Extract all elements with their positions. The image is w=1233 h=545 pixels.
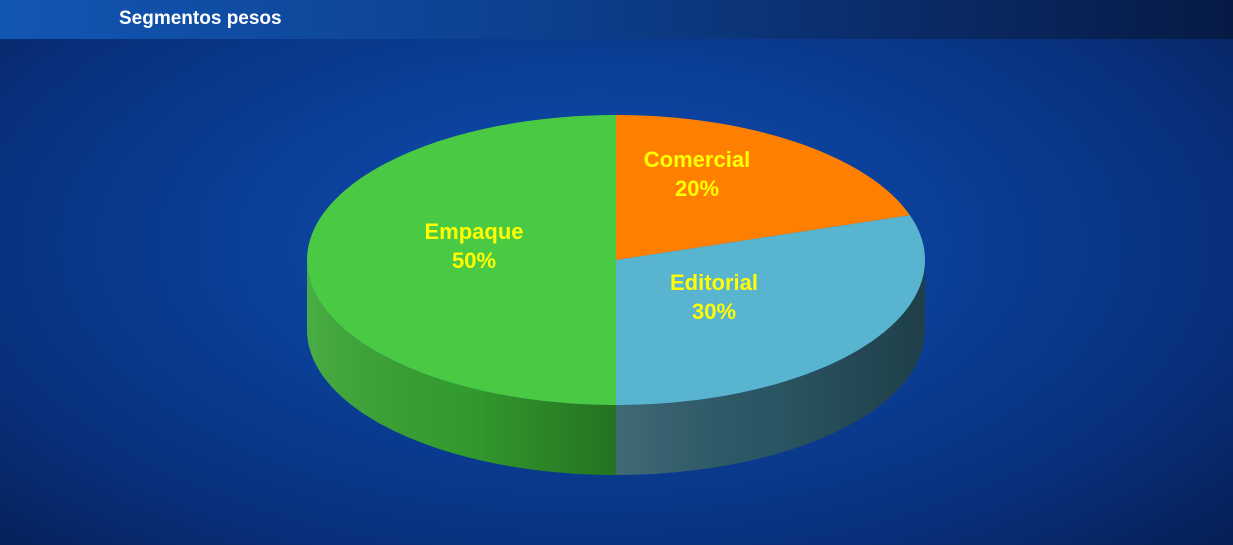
slice-percent-comercial: 20% [675, 176, 719, 201]
slice-percent-editorial: 30% [692, 299, 736, 324]
slice-editorial[interactable] [616, 215, 925, 405]
slice-side-shade-editorial [616, 260, 925, 475]
slice-comercial[interactable] [616, 115, 910, 260]
slice-label-editorial: Editorial [670, 270, 758, 295]
slice-percent-empaque: 50% [452, 248, 496, 273]
pie-tops [307, 115, 925, 405]
page-title: Segmentos pesos [119, 8, 282, 29]
pie-labels: Comercial 20% Editorial 30% Empaque 50% [424, 147, 758, 324]
slice-label-empaque: Empaque [424, 219, 523, 244]
title-bar: Segmentos pesos [0, 0, 1233, 39]
slice-empaque[interactable] [307, 115, 616, 405]
pie-sides [307, 260, 925, 475]
slice-label-comercial: Comercial [644, 147, 750, 172]
slice-side-shade-empaque [307, 260, 616, 475]
